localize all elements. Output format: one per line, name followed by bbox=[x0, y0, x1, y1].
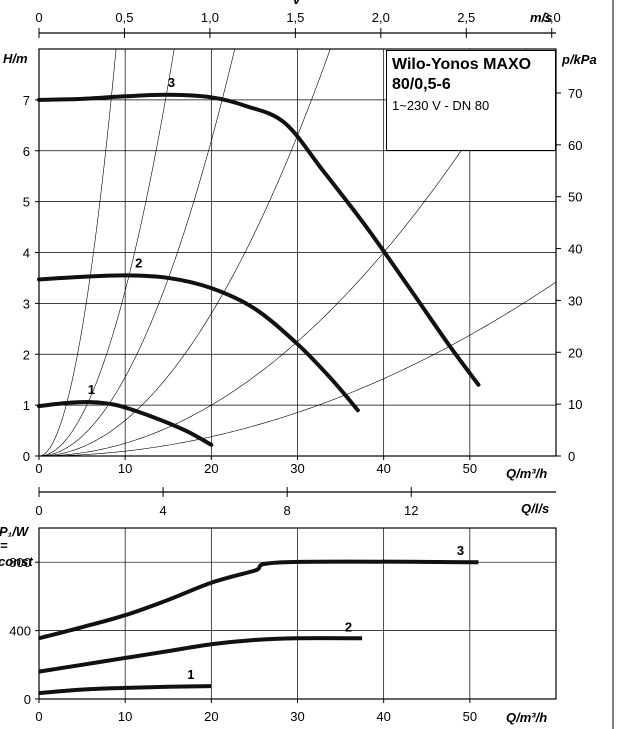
head-curve-3 bbox=[37, 92, 481, 387]
velocity-tick-label: 2,0 bbox=[372, 10, 390, 25]
flow-ls-axis-ticks: 0 4 8 12 bbox=[35, 487, 418, 518]
flow-tick-label: 20 bbox=[204, 461, 218, 476]
pressure-tick-label: 50 bbox=[568, 190, 582, 205]
power-flow-tick-label: 30 bbox=[290, 709, 304, 724]
head-curves: 1 2 3 bbox=[37, 75, 481, 447]
flow-axis-ticks: 0 10 20 30 40 50 bbox=[35, 456, 477, 476]
power-axis-ticks: 0 400 800 bbox=[9, 555, 39, 707]
power-flow-tick-label: 50 bbox=[463, 709, 477, 724]
flow-ls-tick-label: 12 bbox=[404, 503, 418, 518]
flow-ls-axis-label: Q/l/s bbox=[521, 501, 549, 516]
system-curve bbox=[39, 49, 117, 456]
flow-ls-tick-label: 8 bbox=[284, 503, 291, 518]
head-tick-label: 5 bbox=[23, 195, 30, 210]
pressure-tick-label: 70 bbox=[568, 86, 582, 101]
power-curve-1 bbox=[38, 684, 212, 696]
velocity-tick-label: 1,5 bbox=[286, 10, 304, 25]
head-curve-label-3: 3 bbox=[168, 75, 175, 90]
flow-tick-label: 40 bbox=[376, 461, 390, 476]
flow-ls-tick-label: 4 bbox=[159, 503, 166, 518]
system-curve bbox=[39, 49, 527, 456]
power-flow-tick-label: 40 bbox=[376, 709, 390, 724]
pump-model-size: 80/0,5-6 bbox=[392, 76, 451, 93]
pressure-tick-label: 60 bbox=[568, 138, 582, 153]
power-axis-label-line1: P₁/W bbox=[0, 524, 30, 539]
power-flow-axis-label: Q/m³/h bbox=[506, 710, 547, 725]
power-flow-tick-label: 10 bbox=[118, 709, 132, 724]
power-curve-3 bbox=[38, 559, 479, 641]
head-curve-label-1: 1 bbox=[88, 382, 95, 397]
power-curve-label-3: 3 bbox=[457, 543, 464, 558]
pump-title-box: Wilo-Yonos MAXO 80/0,5-6 1~230 V - DN 80 bbox=[386, 50, 556, 151]
power-flow-axis-ticks: 0 10 20 30 40 50 bbox=[35, 699, 477, 724]
system-curve bbox=[39, 49, 331, 456]
system-curve bbox=[39, 49, 236, 456]
pressure-tick-label: 30 bbox=[568, 293, 582, 308]
flow-tick-label: 30 bbox=[290, 461, 304, 476]
power-tick-label: 0 bbox=[24, 692, 31, 707]
head-tick-label: 7 bbox=[23, 93, 30, 108]
power-axis-label-line2: = bbox=[0, 538, 8, 553]
velocity-tick-label: 2,5 bbox=[457, 10, 475, 25]
flow-ls-tick-label: 0 bbox=[35, 503, 42, 518]
pump-model-spec: 1~230 V - DN 80 bbox=[392, 98, 490, 113]
power-curve-label-1: 1 bbox=[187, 667, 194, 682]
velocity-tick-label: 3,0 bbox=[543, 10, 561, 25]
pressure-tick-label: 0 bbox=[568, 449, 575, 464]
flow-tick-label: 50 bbox=[463, 461, 477, 476]
velocity-axis-symbol: v bbox=[293, 0, 301, 7]
pressure-tick-label: 40 bbox=[568, 242, 582, 257]
flow-axis-label: Q/m³/h bbox=[506, 466, 547, 481]
power-tick-label: 400 bbox=[9, 624, 31, 639]
power-axis-label-line3: const bbox=[0, 554, 33, 569]
head-curve-label-2: 2 bbox=[135, 255, 142, 270]
power-flow-tick-label: 20 bbox=[204, 709, 218, 724]
head-chart-grid bbox=[39, 49, 556, 456]
head-tick-label: 4 bbox=[23, 246, 30, 261]
power-tick-label: 800 bbox=[9, 555, 31, 570]
pressure-axis-ticks: 0 10 20 30 40 50 60 70 bbox=[556, 86, 582, 464]
velocity-tick-label: 1,0 bbox=[201, 10, 219, 25]
system-curve bbox=[39, 49, 175, 456]
head-tick-label: 1 bbox=[23, 398, 30, 413]
head-tick-label: 6 bbox=[23, 144, 30, 159]
velocity-axis-ticks: 0 0,5 1,0 1,5 2,0 2,5 3,0 bbox=[35, 10, 561, 38]
head-chart: 1 2 3 0 0,5 1,0 1,5 2,0 2,5 3,0 m/s v 0 1 2 3 4 5 6 7 H… bbox=[3, 0, 597, 481]
head-axis-label: H/m bbox=[3, 51, 28, 66]
velocity-tick-label: 0,5 bbox=[115, 10, 133, 25]
velocity-tick-label: 0 bbox=[35, 10, 42, 25]
flow-tick-label: 0 bbox=[35, 461, 42, 476]
pressure-tick-label: 10 bbox=[568, 397, 582, 412]
head-curve-2 bbox=[37, 273, 360, 413]
head-tick-label: 3 bbox=[23, 296, 30, 311]
power-chart-grid bbox=[39, 528, 556, 699]
pump-model-name: Wilo-Yonos MAXO bbox=[392, 56, 532, 73]
power-curves: 1 2 3 bbox=[38, 543, 479, 696]
head-tick-label: 0 bbox=[23, 449, 30, 464]
power-curve-2 bbox=[38, 636, 363, 674]
head-curve-1 bbox=[37, 399, 214, 447]
pressure-axis-label: p/kPa bbox=[561, 52, 597, 67]
head-tick-label: 2 bbox=[23, 347, 30, 362]
power-curve-label-2: 2 bbox=[345, 619, 352, 634]
flow-tick-label: 10 bbox=[118, 461, 132, 476]
head-axis-ticks: 0 1 2 3 4 5 6 7 bbox=[23, 93, 39, 464]
velocity-axis-unit: m/s bbox=[530, 10, 552, 25]
system-curves bbox=[39, 49, 556, 456]
pressure-tick-label: 20 bbox=[568, 345, 582, 360]
system-curve bbox=[39, 281, 556, 456]
power-flow-tick-label: 0 bbox=[35, 709, 42, 724]
